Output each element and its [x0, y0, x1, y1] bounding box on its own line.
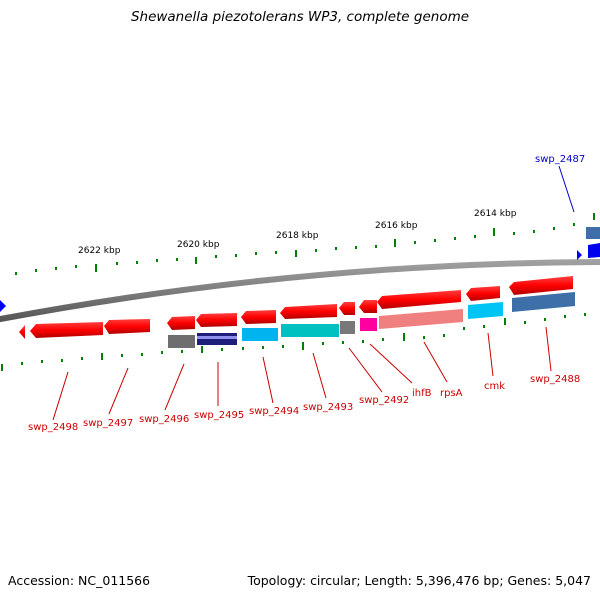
- gene-label[interactable]: swp_2496: [139, 414, 189, 425]
- genes-value: 5,047: [555, 573, 591, 588]
- feature-swp_2494[interactable]: [242, 328, 278, 341]
- gene-label[interactable]: swp_2487: [535, 154, 585, 165]
- genes-label: Genes:: [507, 573, 552, 588]
- cds-ihfB[interactable]: [359, 300, 377, 313]
- gene-label[interactable]: rpsA: [440, 388, 463, 399]
- feature-swp_2488[interactable]: [512, 292, 575, 312]
- length-value: 5,396,476 bp: [415, 573, 500, 588]
- forward-genes: [586, 227, 600, 258]
- gene-label[interactable]: swp_2488: [530, 374, 580, 385]
- genome-summary: Topology: circular; Length: 5,396,476 bp…: [247, 573, 591, 588]
- map-title: Shewanella piezotolerans WP3, complete g…: [130, 9, 470, 25]
- cds-swp_2497[interactable]: [30, 322, 103, 338]
- gene-label[interactable]: ihfB: [412, 388, 432, 399]
- gene-forward-blue[interactable]: [588, 243, 600, 258]
- strand-arrow-right-icon: [577, 250, 582, 260]
- accession-info: Accession: NC_011566: [8, 573, 150, 588]
- ruler-label: 2620 kbp: [177, 240, 220, 250]
- outer-ticks: [15, 213, 595, 275]
- strand-arrow-left-icon: [0, 300, 6, 312]
- feature-swp_2493b[interactable]: [340, 321, 355, 334]
- topology-value: circular: [310, 573, 357, 588]
- gene-label[interactable]: swp_2497: [83, 418, 133, 429]
- cds-rpsA[interactable]: [377, 290, 461, 309]
- feature-cmk[interactable]: [468, 302, 503, 319]
- cds-swp_2493[interactable]: [280, 304, 337, 319]
- gene-label[interactable]: swp_2492: [359, 395, 409, 406]
- feature-swp_2495-band: [197, 336, 237, 339]
- feature-row: [168, 292, 575, 348]
- cds-swp_2498[interactable]: [19, 325, 25, 339]
- inner-ticks: [1, 313, 586, 371]
- gene-label[interactable]: swp_2494: [249, 406, 299, 417]
- genome-backbone: [0, 259, 600, 323]
- feature-swp_2492[interactable]: [360, 318, 377, 331]
- gene-label[interactable]: swp_2495: [194, 410, 244, 421]
- cds-swp_2497b[interactable]: [104, 319, 150, 334]
- accession-value: NC_011566: [78, 573, 151, 588]
- cds-swp_2495[interactable]: [196, 313, 237, 327]
- ruler-label: 2618 kbp: [276, 231, 319, 241]
- ruler-label: 2616 kbp: [375, 221, 418, 231]
- ruler-label: 2622 kbp: [78, 246, 121, 256]
- gene-label[interactable]: swp_2498: [28, 422, 78, 433]
- cds-swp_2492[interactable]: [339, 302, 355, 315]
- feature-swp_2496[interactable]: [168, 335, 195, 348]
- cds-swp_2496[interactable]: [167, 316, 195, 330]
- ruler-label: 2614 kbp: [474, 209, 517, 219]
- label-leaders: [52, 165, 575, 421]
- feature-swp_2493[interactable]: [281, 324, 339, 337]
- cds-swp_2494[interactable]: [241, 310, 276, 324]
- cds-row: [19, 276, 573, 339]
- cds-cmk[interactable]: [466, 286, 500, 301]
- accession-label: Accession:: [8, 573, 75, 588]
- feature-rpsA[interactable]: [379, 309, 463, 329]
- gene-swp_2487[interactable]: [586, 227, 600, 239]
- topology-label: Topology:: [247, 573, 307, 588]
- gene-label[interactable]: cmk: [484, 381, 505, 392]
- gene-label[interactable]: swp_2493: [303, 402, 353, 413]
- cds-swp_2488[interactable]: [509, 276, 573, 295]
- length-label: Length:: [364, 573, 412, 588]
